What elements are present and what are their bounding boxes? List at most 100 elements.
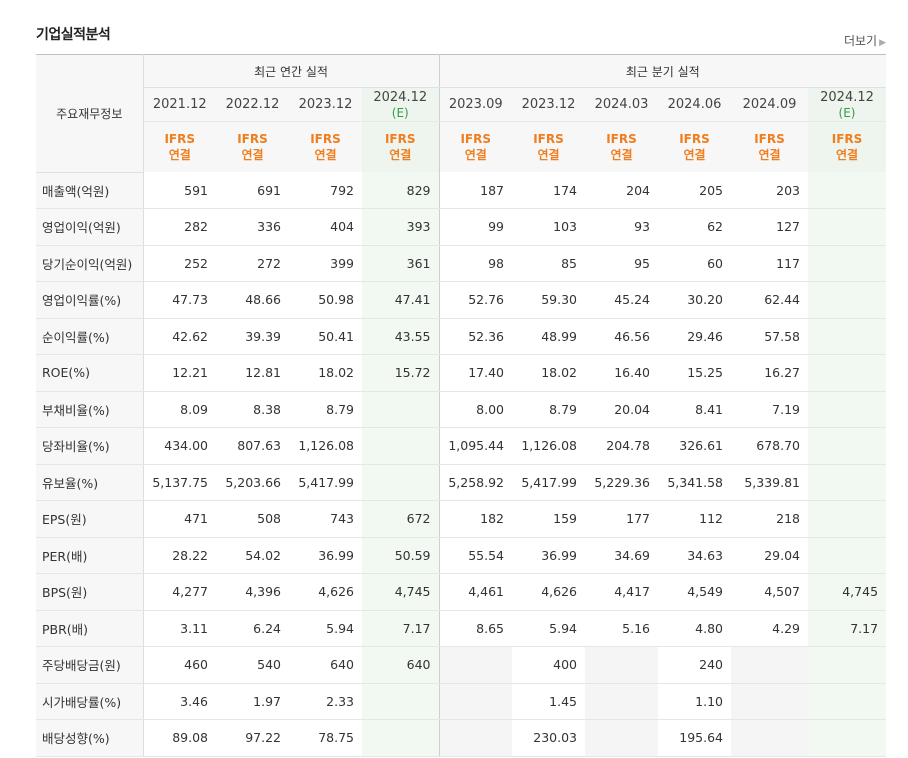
table-cell: 672 [362,500,439,538]
table-cell [808,427,887,465]
table-row: 주당배당금(원) 460 540 640 640 400 240 [36,646,887,684]
table-cell: 540 [216,646,289,684]
table-cell: 182 [438,500,512,538]
row-label: 당기순이익(억원) [36,245,144,282]
table-cell: 39.39 [216,318,289,355]
table-cell: 187 [438,172,512,209]
table-cell: 60 [658,245,731,282]
table-cell: 5,417.99 [512,464,585,501]
table-cell: 28.22 [143,537,216,574]
row-label: 주당배당금(원) [36,646,144,684]
table-row: 배당성향(%) 89.08 97.22 78.75 230.03 195.64 [36,719,887,757]
table-cell: 7.19 [731,390,808,428]
table-cell [808,464,887,501]
table-row: 영업이익(억원) 282 336 404 393 99 103 93 62 127 [36,208,887,246]
table-cell: 16.40 [585,354,658,392]
table-cell: 230.03 [512,719,585,757]
period-header: 2024.12 (E) [808,87,887,122]
table-cell: 4,745 [362,573,439,611]
table-cell: 16.27 [731,354,808,392]
table-cell: 5,339.81 [731,464,808,501]
table-cell: 34.69 [585,537,658,574]
table-cell: 591 [143,172,216,209]
table-cell: 8.79 [512,390,585,428]
consolidated-label: 연결 [464,148,487,162]
table-cell: 1.45 [512,683,585,720]
ifrs-label: IFRS [310,132,341,146]
period-label: 2024.12 [373,89,428,105]
table-cell: 5.94 [512,610,585,647]
table-row: 시가배당률(%) 3.46 1.97 2.33 1.45 1.10 [36,683,887,720]
ifrs-label: IFRS [533,132,564,146]
table-cell [808,208,887,246]
table-cell: 8.79 [289,390,362,428]
table-cell: 62.44 [731,281,808,319]
table-cell: 12.81 [216,354,289,392]
table-cell: 8.09 [143,390,216,428]
table-cell: 807.63 [216,427,289,465]
table-cell: 218 [731,500,808,538]
table-cell: 1.10 [658,683,731,720]
table-cell [362,427,439,465]
more-link[interactable]: 더보기 ▶ [844,32,886,49]
quarter-group-header: 최근 분기 실적 [438,54,887,88]
table-cell: 159 [512,500,585,538]
consolidated-label: 연결 [389,148,412,162]
table-cell: 1,095.44 [438,427,512,465]
table-cell: 18.02 [289,354,362,392]
table-cell: 508 [216,500,289,538]
estimate-mark: (E) [838,105,856,120]
row-label: 부채비율(%) [36,390,144,428]
table-cell: 177 [585,500,658,538]
period-header: 2021.12 [143,87,216,122]
row-label: 순이익률(%) [36,318,144,355]
more-label: 더보기 [843,34,878,48]
table-cell: 204.78 [585,427,658,465]
table-cell: 336 [216,208,289,246]
period-header: 2023.12 [289,87,362,122]
table-cell: 5,417.99 [289,464,362,501]
row-label: ROE(%) [36,354,144,392]
table-cell: 127 [731,208,808,246]
table-cell: 117 [731,245,808,282]
table-cell: 52.76 [438,281,512,319]
table-cell [438,646,512,684]
table-cell: 112 [658,500,731,538]
table-cell: 7.17 [362,610,439,647]
table-row: 당좌비율(%) 434.00 807.63 1,126.08 1,095.44 1,126… [36,427,887,465]
table-cell [585,683,658,720]
row-label: 영업이익(억원) [36,208,144,246]
ifrs-header: IFRS 연결 [512,121,585,172]
row-label: EPS(원) [36,500,144,538]
table-cell [808,500,887,538]
table-cell: 6.24 [216,610,289,647]
table-cell: 195.64 [658,719,731,757]
table-cell [808,172,887,209]
row-label: 매출액(억원) [36,172,144,209]
table-cell [362,464,439,501]
table-cell: 57.58 [731,318,808,355]
table-cell: 4,396 [216,573,289,611]
table-cell: 4,626 [289,573,362,611]
period-header: 2024.06 [658,87,731,122]
table-cell: 792 [289,172,362,209]
table-row: EPS(원) 471 508 743 672 182 159 177 112 218 [36,500,887,538]
table-cell: 678.70 [731,427,808,465]
ifrs-label: IFRS [606,132,637,146]
ifrs-label: IFRS [679,132,710,146]
annual-group-header: 최근 연간 실적 [143,54,439,88]
table-cell: 78.75 [289,719,362,757]
period-header: 2022.12 [216,87,289,122]
ifrs-label: IFRS [754,132,785,146]
table-cell: 20.04 [585,390,658,428]
table-cell: 5.94 [289,610,362,647]
table-cell: 15.72 [362,354,439,392]
table-cell: 282 [143,208,216,246]
table-cell: 204 [585,172,658,209]
table-cell: 3.46 [143,683,216,720]
consolidated-label: 연결 [168,148,191,162]
table-row: BPS(원) 4,277 4,396 4,626 4,745 4,461 4,626 4,41… [36,573,887,611]
table-cell: 46.56 [585,318,658,355]
table-cell: 17.40 [438,354,512,392]
table-cell: 471 [143,500,216,538]
